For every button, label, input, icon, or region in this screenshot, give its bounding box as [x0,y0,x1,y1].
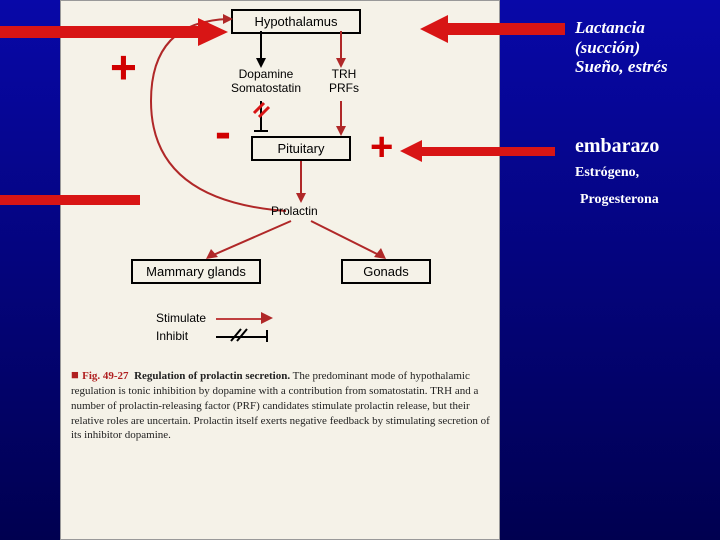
red-arrow-midright [400,140,560,164]
red-bar-left [0,195,140,211]
box-mammary: Mammary glands [131,259,261,284]
label-trh: TRH PRFs [319,67,369,95]
minus-sign: - [215,118,231,148]
label-dopamine: Dopamine Somatostatin [221,67,311,95]
annotation-lactancia: Lactancia (succión) Sueño, estrés [575,18,715,77]
legend-inhibit: Inhibit [156,329,188,343]
box-pituitary: Pituitary [251,136,351,161]
red-arrow-topright [420,15,570,45]
annotation-progesterona: Progesterona [580,192,659,208]
legend-stimulate: Stimulate [156,311,206,325]
legend-line-stimulate [216,318,266,320]
annotation-embarazo: embarazo [575,135,659,158]
plus-sign-1: + [110,40,137,94]
plus-sign-2: + [370,125,393,170]
box-gonads: Gonads [341,259,431,284]
label-prolactin: Prolactin [271,204,318,218]
figure-caption: ■ Fig. 49-27 Regulation of prolactin sec… [71,366,491,443]
annotation-estrogeno: Estrógeno, [575,165,639,181]
